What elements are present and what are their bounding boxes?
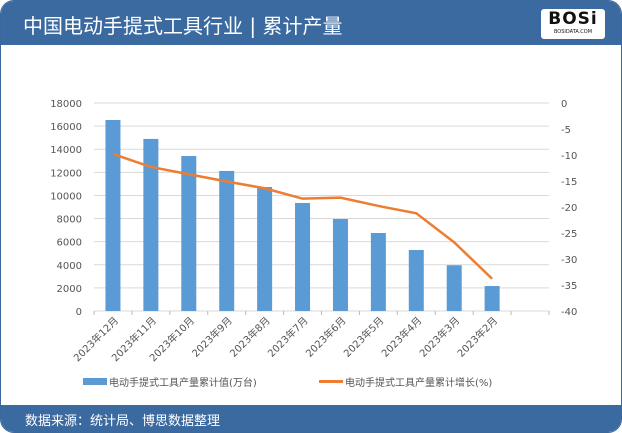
bar [257, 187, 273, 311]
legend-line-swatch [319, 380, 343, 383]
source-note: 数据来源：统计局、博思数据整理 [25, 414, 221, 429]
bar [408, 249, 424, 311]
left-tick-label: 8000 [57, 215, 82, 226]
left-tick-label: 14000 [50, 145, 82, 156]
header-bar: 中国电动手提式工具行业 | 累计产量 BOSi BOSIDATA.COM [1, 1, 621, 45]
right-tick-label: 0 [561, 99, 567, 110]
left-tick-label: 0 [76, 307, 82, 318]
legend-bar-label: 电动手提式工具产量累计值(万台) [109, 376, 257, 389]
right-tick-label: -25 [561, 229, 577, 240]
footer-bar: 数据来源：统计局、博思数据整理 [1, 405, 621, 432]
bar [484, 286, 500, 311]
bar [181, 156, 197, 311]
left-tick-label: 12000 [50, 168, 82, 179]
left-tick-label: 2000 [57, 284, 82, 295]
left-tick-label: 18000 [50, 99, 82, 110]
bosi-logo: BOSi BOSIDATA.COM [541, 9, 605, 39]
chart-title: 中国电动手提式工具行业 | 累计产量 [23, 14, 343, 38]
left-tick-label: 4000 [57, 261, 82, 272]
bar [295, 202, 311, 311]
right-tick-label: -35 [561, 281, 577, 292]
left-tick-label: 6000 [57, 238, 82, 249]
left-tick-label: 10000 [50, 191, 82, 202]
legend-bar-swatch [83, 378, 107, 385]
right-tick-label: -15 [561, 177, 577, 188]
right-tick-label: -20 [561, 203, 577, 214]
bar [143, 138, 159, 311]
right-tick-label: -40 [561, 307, 577, 318]
bar [219, 170, 235, 311]
right-tick-label: -10 [561, 151, 577, 162]
left-tick-label: 16000 [50, 122, 82, 133]
bar [105, 119, 121, 311]
x-tick-label: 2023年2月 [454, 314, 500, 360]
bar [370, 233, 386, 311]
right-tick-label: -5 [561, 125, 571, 136]
legend-line-label: 电动手提式工具产量累计增长(%) [345, 376, 492, 389]
right-tick-label: -30 [561, 255, 577, 266]
bar [446, 265, 462, 311]
bar [332, 219, 348, 311]
